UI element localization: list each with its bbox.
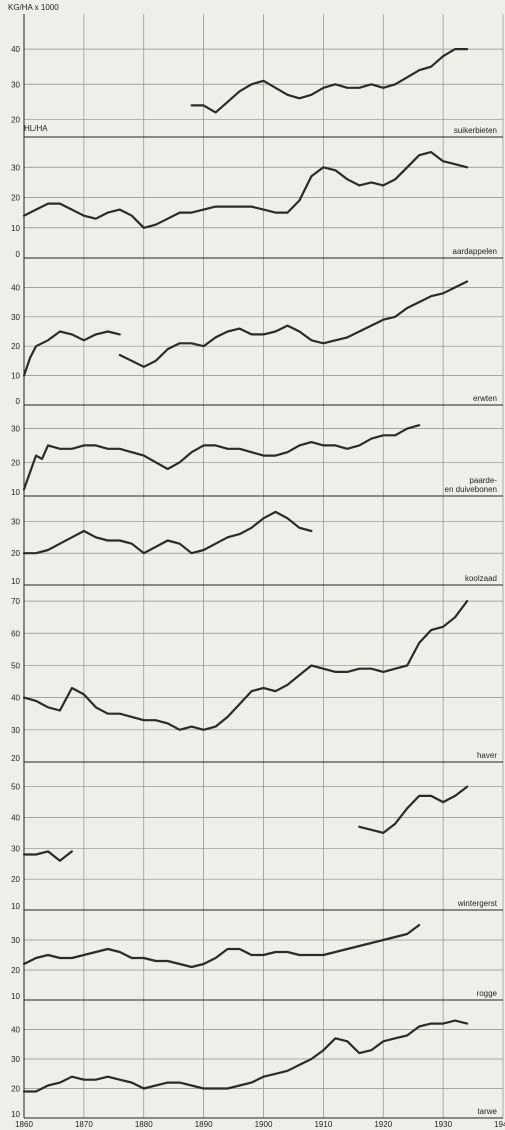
y-tick-label: 40 bbox=[11, 283, 20, 292]
y-tick-label: 40 bbox=[11, 1026, 20, 1035]
y-tick-label: 10 bbox=[11, 902, 20, 911]
panel-label: tarwe bbox=[477, 1107, 497, 1116]
unit-label: KG/HA x 1000 bbox=[8, 3, 59, 12]
y-tick-label: 20 bbox=[11, 1085, 20, 1094]
y-tick-label: 10 bbox=[11, 1110, 20, 1119]
x-tick-label: 1920 bbox=[374, 1120, 392, 1129]
y-tick-label: 0 bbox=[16, 397, 21, 406]
x-tick-label: 1900 bbox=[255, 1120, 273, 1129]
x-tick-label: 1910 bbox=[314, 1120, 332, 1129]
series-line-tarwe-1 bbox=[22, 1019, 469, 1093]
y-tick-label: 50 bbox=[11, 783, 20, 792]
y-tick-label: 0 bbox=[16, 250, 21, 259]
panel-label: paarde-en duivebonen bbox=[445, 476, 498, 494]
y-tick-label: 10 bbox=[11, 372, 20, 381]
panel-label: koolzaad bbox=[465, 574, 497, 583]
y-tick-label: 20 bbox=[11, 342, 20, 351]
y-tick-label: 30 bbox=[11, 844, 20, 853]
y-tick-label: 10 bbox=[11, 488, 20, 497]
unit-label: HL/HA bbox=[24, 124, 48, 133]
panel-label: wintergerst bbox=[457, 899, 498, 908]
grid bbox=[23, 14, 504, 1118]
y-tick-label: 10 bbox=[11, 224, 20, 233]
series-line-suikerbieten-1 bbox=[190, 47, 469, 114]
x-tick-label: 1890 bbox=[195, 1120, 213, 1129]
x-tick-label: 1880 bbox=[135, 1120, 153, 1129]
y-tick-label: 20 bbox=[11, 115, 20, 124]
y-tick-label: 20 bbox=[11, 458, 20, 467]
y-tick-label: 50 bbox=[11, 661, 20, 670]
series-line-erwten-1 bbox=[22, 330, 121, 377]
panel-label: rogge bbox=[477, 989, 498, 998]
panel-label: haver bbox=[477, 751, 497, 760]
y-tick-label: 40 bbox=[11, 814, 20, 823]
y-tick-label: 30 bbox=[11, 517, 20, 526]
y-tick-label: 20 bbox=[11, 966, 20, 975]
y-tick-label: 20 bbox=[11, 194, 20, 203]
y-tick-label: 30 bbox=[11, 163, 20, 172]
panel-label: suikerbieten bbox=[454, 126, 497, 135]
series-line-wintergerst-2 bbox=[358, 785, 469, 835]
series-line-rogge-1 bbox=[22, 923, 421, 969]
y-tick-label: 70 bbox=[11, 597, 20, 606]
y-tick-label: 10 bbox=[11, 992, 20, 1001]
y-tick-label: 30 bbox=[11, 726, 20, 735]
y-tick-label: 30 bbox=[11, 80, 20, 89]
series-line-koolzaad-1 bbox=[22, 510, 313, 555]
series-line-aardappelen-1 bbox=[22, 151, 469, 229]
series-lines bbox=[22, 47, 469, 1093]
series-line-haver-1 bbox=[22, 599, 469, 731]
x-tick-label: 1940 bbox=[494, 1120, 505, 1129]
x-tick-label: 1930 bbox=[434, 1120, 452, 1129]
panel-label: erwten bbox=[473, 394, 497, 403]
y-tick-label: 10 bbox=[11, 577, 20, 586]
y-tick-label: 30 bbox=[11, 425, 20, 434]
x-tick-label: 1870 bbox=[75, 1120, 93, 1129]
y-tick-label: 30 bbox=[11, 313, 20, 322]
panel-labels: KG/HA x 1000 suikerbieten HL/HA aardappelen… bbox=[8, 3, 498, 1116]
y-tick-label: 30 bbox=[11, 936, 20, 945]
y-tick-label: 20 bbox=[11, 549, 20, 558]
y-tick-label: 40 bbox=[11, 45, 20, 54]
series-line-paarde-en-duivebonen-1 bbox=[22, 424, 421, 491]
y-tick-label: 40 bbox=[11, 694, 20, 703]
y-tick-label: 60 bbox=[11, 629, 20, 638]
panel-label: aardappelen bbox=[453, 247, 497, 256]
x-tick-label: 1860 bbox=[15, 1120, 33, 1129]
series-line-erwten-2 bbox=[118, 280, 469, 368]
series-line-wintergerst-1 bbox=[22, 850, 74, 862]
y-tick-label: 20 bbox=[11, 875, 20, 884]
y-tick-label: 30 bbox=[11, 1055, 20, 1064]
tick-labels: 1860 1870 1880 1890 1900 1910 1920 1930 1940 20 30… bbox=[11, 45, 505, 1129]
y-tick-label: 20 bbox=[11, 754, 20, 763]
panel-separators bbox=[23, 14, 503, 1119]
